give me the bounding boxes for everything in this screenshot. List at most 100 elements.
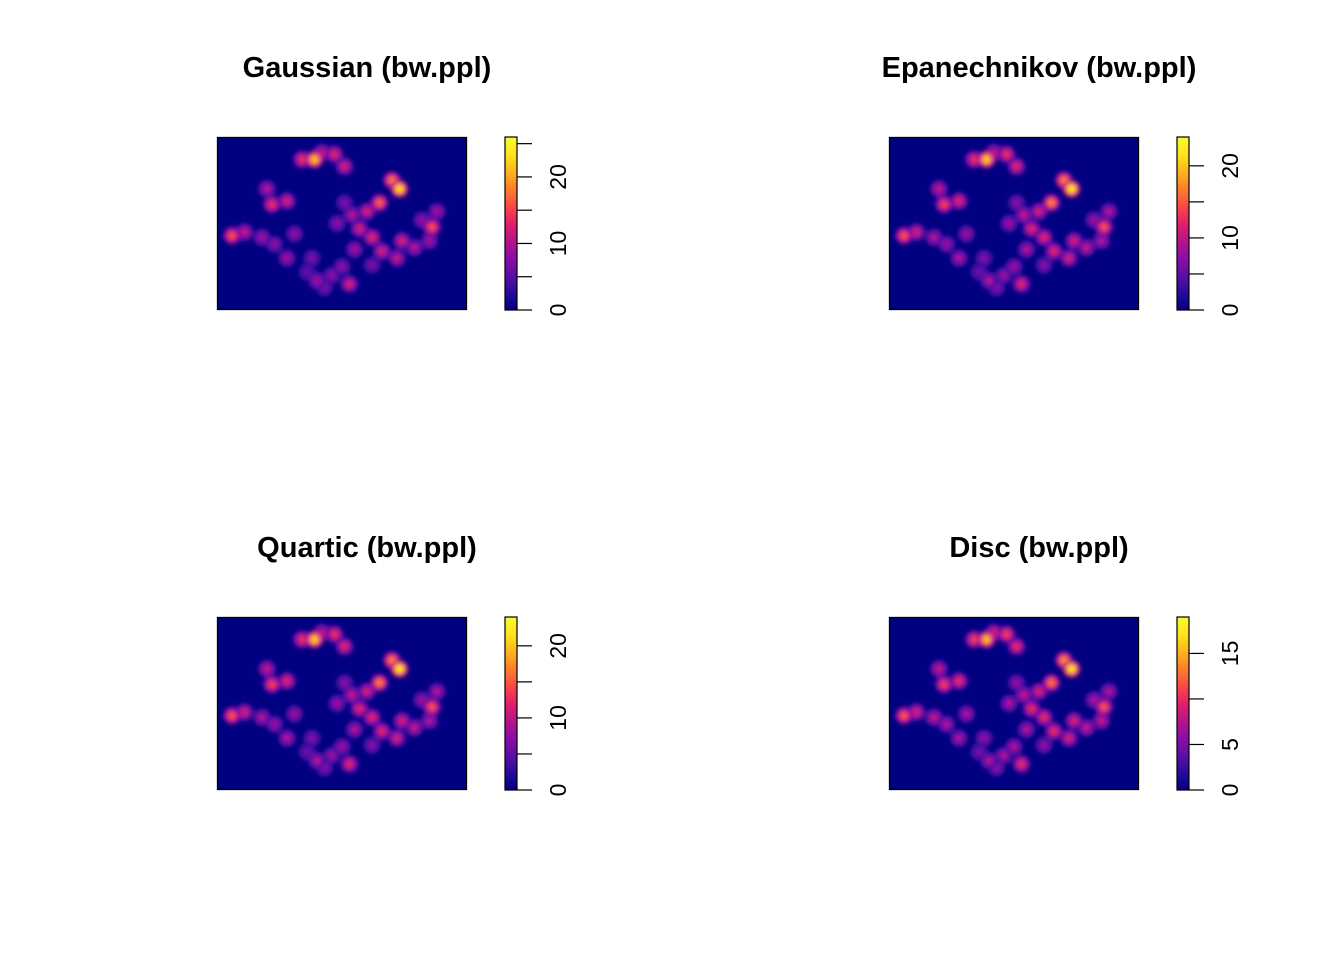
density-hotspot bbox=[341, 643, 348, 650]
density-hotspot bbox=[364, 688, 370, 695]
density-hotspot bbox=[1068, 665, 1075, 672]
panel-3: Quartic (bw.ppl) 0 10 20 bbox=[216, 532, 571, 796]
colorbar-tick-label: 20 bbox=[1217, 153, 1243, 179]
colorbar-tick-label: 10 bbox=[545, 231, 571, 257]
density-hotspot bbox=[971, 156, 977, 163]
density-hotspot bbox=[1091, 697, 1097, 704]
density-hotspot bbox=[971, 636, 977, 643]
density-hotspot bbox=[379, 728, 385, 735]
density-hotspot bbox=[913, 229, 920, 236]
density-hotspot bbox=[1068, 185, 1075, 192]
density-hotspot bbox=[1011, 743, 1017, 750]
density-hotspot bbox=[986, 277, 992, 284]
density-hotspot bbox=[269, 201, 275, 208]
density-hotspot bbox=[241, 709, 248, 716]
density-hotspot bbox=[346, 761, 353, 768]
density-hotspot bbox=[379, 248, 385, 255]
density-hotspot bbox=[1066, 735, 1072, 742]
density-hotspot bbox=[1028, 225, 1035, 232]
map-frame bbox=[216, 136, 468, 311]
density-hotspot bbox=[339, 743, 345, 750]
density-hotspot bbox=[1013, 163, 1020, 170]
density-hotspot bbox=[241, 229, 248, 236]
density-hotspot bbox=[341, 163, 348, 170]
density-hotspot bbox=[419, 217, 425, 224]
density-hotspot bbox=[341, 199, 348, 206]
density-hotspot bbox=[411, 244, 418, 251]
density-hotspot bbox=[1006, 220, 1012, 227]
density-hotspot bbox=[369, 262, 375, 269]
density-hotspot bbox=[1066, 255, 1072, 262]
density-hotspot bbox=[299, 156, 305, 163]
panel-title: Gaussian (bw.ppl) bbox=[243, 52, 492, 84]
density-hotspot bbox=[981, 255, 987, 262]
map-frame bbox=[888, 616, 1140, 791]
density-hotspot bbox=[369, 742, 375, 749]
density-hotspot bbox=[356, 705, 363, 712]
density-hotspot bbox=[419, 697, 425, 704]
colorbar-tick-label: 0 bbox=[545, 304, 571, 317]
density-hotspot bbox=[981, 735, 987, 742]
density-hotspot bbox=[976, 748, 982, 755]
colorbar-tick-label: 10 bbox=[545, 705, 571, 731]
density-hotspot bbox=[309, 255, 315, 262]
density-hotspot bbox=[1101, 703, 1107, 710]
panel-1: Gaussian (bw.ppl) 0 10 20 bbox=[216, 52, 571, 317]
density-hotspot bbox=[1106, 688, 1112, 695]
density-hotspot bbox=[1041, 262, 1047, 269]
density-hotspot bbox=[259, 714, 265, 721]
density-hotspot bbox=[1083, 724, 1090, 731]
density-hotspot bbox=[396, 665, 403, 672]
density-hotspot bbox=[339, 263, 345, 270]
density-hotspot bbox=[913, 709, 920, 716]
density-hotspot bbox=[299, 636, 305, 643]
density-hotspot bbox=[341, 679, 348, 686]
density-hotspot bbox=[364, 208, 370, 215]
density-hotspot bbox=[284, 735, 290, 742]
density-hotspot bbox=[389, 657, 395, 664]
density-hotspot bbox=[291, 710, 298, 717]
density-hotspot bbox=[271, 721, 278, 728]
density-hotspot bbox=[1018, 761, 1025, 768]
density-hotspot bbox=[329, 272, 335, 279]
density-hotspot bbox=[229, 712, 235, 719]
density-hotspot bbox=[311, 156, 318, 163]
density-hotspot bbox=[963, 230, 970, 237]
density-hotspot bbox=[314, 757, 320, 764]
density-hotspot bbox=[1018, 281, 1025, 288]
density-field bbox=[895, 623, 1118, 777]
colorbar-tick-label: 10 bbox=[1217, 225, 1243, 251]
panel-2: Epanechnikov (bw.ppl) 0 10 20 bbox=[882, 52, 1243, 316]
density-hotspot bbox=[1013, 643, 1020, 650]
density-hotspot bbox=[426, 717, 433, 724]
density-hotspot bbox=[1001, 272, 1007, 279]
density-hotspot bbox=[976, 268, 982, 275]
density-hotspot bbox=[429, 703, 435, 710]
density-hotspot bbox=[986, 757, 992, 764]
density-hotspot bbox=[369, 714, 375, 721]
density-hotspot bbox=[349, 211, 355, 218]
density-hotspot bbox=[399, 237, 405, 244]
density-hotspot bbox=[1071, 237, 1077, 244]
density-hotspot bbox=[1083, 244, 1090, 251]
density-hotspot bbox=[434, 688, 440, 695]
density-hotspot bbox=[943, 241, 950, 248]
density-hotspot bbox=[1041, 742, 1047, 749]
density-hotspot bbox=[931, 234, 937, 241]
colorbar-tick-label: 15 bbox=[1217, 641, 1243, 667]
density-hotspot bbox=[1061, 657, 1067, 664]
density-hotspot bbox=[1028, 705, 1035, 712]
density-hotspot bbox=[1021, 691, 1027, 698]
density-hotspot bbox=[1101, 223, 1107, 230]
map-frame bbox=[216, 616, 468, 791]
density-hotspot bbox=[351, 726, 358, 733]
density-hotspot bbox=[1048, 679, 1055, 686]
density-hotspot bbox=[284, 678, 290, 685]
density-hotspot bbox=[956, 255, 962, 262]
density-hotspot bbox=[1061, 177, 1067, 184]
density-hotspot bbox=[1098, 237, 1105, 244]
density-hotspot bbox=[369, 234, 375, 241]
panel-title: Epanechnikov (bw.ppl) bbox=[882, 52, 1197, 84]
density-hotspot bbox=[1023, 246, 1030, 253]
density-hotspot bbox=[311, 636, 318, 643]
